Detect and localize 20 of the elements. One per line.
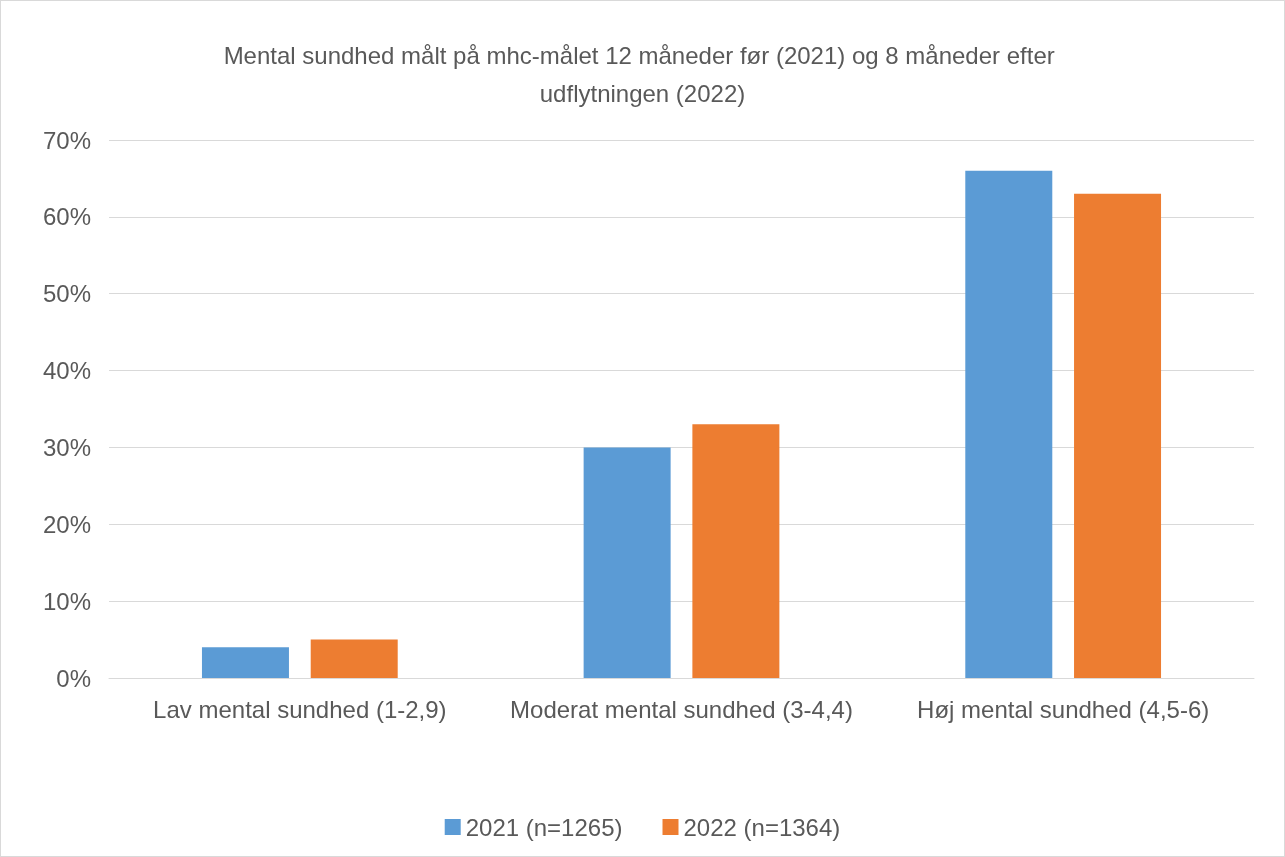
y-tick-label: 30% — [42, 433, 91, 461]
y-tick-label: 40% — [42, 357, 91, 385]
x-tick-label: Høj mental sundhed (4,5-6) — [917, 695, 1210, 723]
bar — [310, 639, 398, 678]
x-tick-label: Lav mental sundhed (1-2,9) — [153, 695, 447, 723]
chart-title: Mental sundhed målt på mhc-målet 12 måneder før (2021) og 8 måneder efter udflytningen (2022) — [223, 41, 1062, 107]
y-tick-label: 60% — [42, 203, 91, 231]
legend-label: 2022 (n=1364) — [683, 813, 841, 841]
x-tick-label: Moderat mental sundhed (3-4,4) — [510, 695, 853, 723]
bar — [201, 647, 289, 678]
y-tick-label: 0% — [56, 664, 91, 692]
y-tick-label: 70% — [42, 126, 91, 154]
bar — [692, 424, 780, 678]
bar — [1074, 193, 1162, 678]
bar — [583, 447, 671, 678]
y-tick-label: 50% — [42, 280, 91, 308]
legend-label: 2021 (n=1265) — [465, 813, 623, 841]
y-tick-label: 20% — [42, 510, 91, 538]
y-tick-label: 10% — [42, 587, 91, 615]
bar — [965, 170, 1053, 678]
